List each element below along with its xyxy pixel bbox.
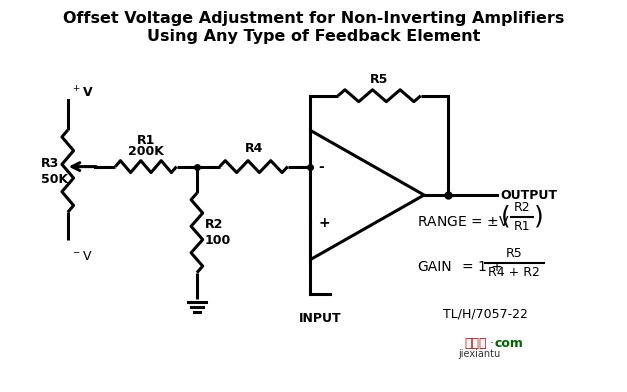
- Text: 50K: 50K: [41, 172, 68, 186]
- Text: 200K: 200K: [128, 145, 164, 158]
- Text: INPUT: INPUT: [299, 312, 342, 325]
- Text: +: +: [319, 216, 330, 230]
- Text: RANGE = $\pm$V: RANGE = $\pm$V: [418, 215, 510, 229]
- Text: R2: R2: [204, 218, 223, 232]
- Text: R4 + R2: R4 + R2: [488, 265, 540, 278]
- Text: R2: R2: [514, 201, 530, 214]
- Text: ·: ·: [490, 338, 494, 350]
- Text: jiexiantu: jiexiantu: [458, 349, 500, 359]
- Text: R3: R3: [41, 157, 59, 170]
- Text: R1: R1: [514, 220, 530, 233]
- Text: R5: R5: [370, 73, 389, 86]
- Text: $^-$V: $^-$V: [71, 250, 92, 263]
- Text: $^+$V: $^+$V: [71, 85, 93, 100]
- Text: R5: R5: [506, 247, 523, 260]
- Text: R4: R4: [245, 142, 263, 155]
- Text: -: -: [319, 160, 324, 174]
- Text: ): ): [534, 205, 544, 229]
- Text: com: com: [495, 338, 524, 350]
- Text: R1: R1: [137, 134, 155, 147]
- Text: TL/H/7057-22: TL/H/7057-22: [443, 308, 528, 321]
- Text: Offset Voltage Adjustment for Non-Inverting Amplifiers: Offset Voltage Adjustment for Non-Invert…: [63, 11, 564, 26]
- Text: GAIN: GAIN: [418, 261, 452, 274]
- Text: 接线图: 接线图: [464, 338, 487, 350]
- Text: Using Any Type of Feedback Element: Using Any Type of Feedback Element: [147, 29, 480, 44]
- Text: OUTPUT: OUTPUT: [501, 189, 558, 201]
- Text: = 1 +: = 1 +: [462, 261, 503, 274]
- Text: (: (: [501, 205, 510, 229]
- Text: 100: 100: [204, 234, 231, 247]
